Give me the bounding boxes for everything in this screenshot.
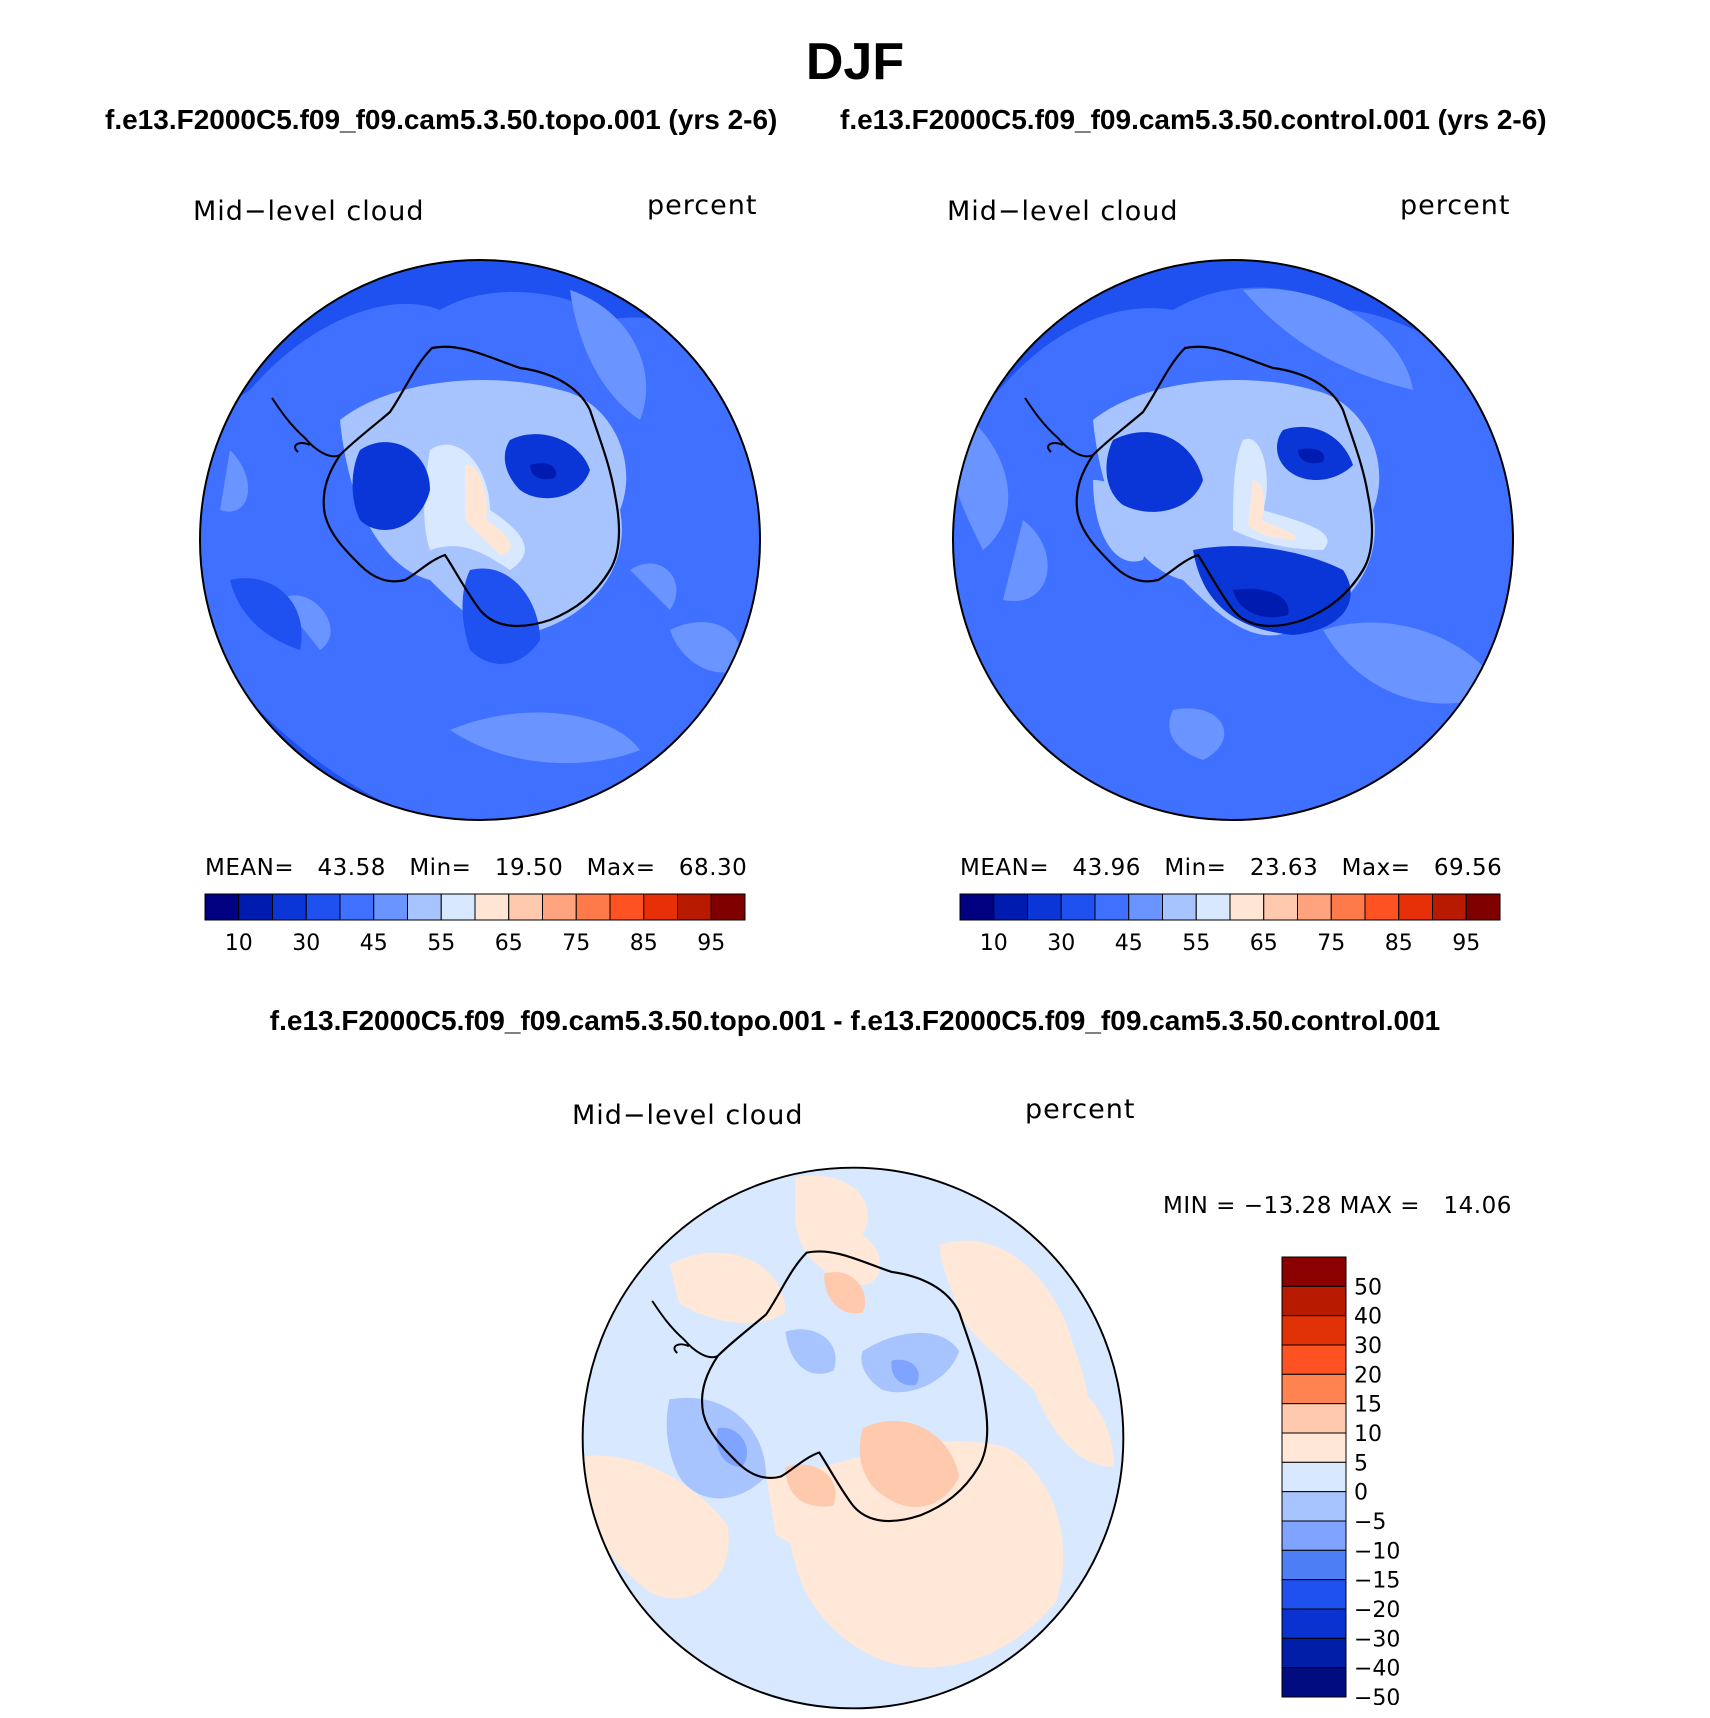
diff-colorbar-box <box>1281 1491 1347 1522</box>
diff-colorbar-box <box>1281 1315 1347 1346</box>
colorbar-box <box>440 893 476 921</box>
diff-polar-map <box>581 1166 1125 1710</box>
diff-colorbar-tick-label: 50 <box>1354 1275 1382 1300</box>
colorbar-box <box>407 893 442 921</box>
panel1-variable-label: Mid−level cloud <box>193 196 425 227</box>
colorbar-box <box>542 893 577 921</box>
panel2-colorbar: 10 30 45 55 65 75 85 95 <box>959 893 1501 956</box>
colorbar-box <box>305 893 341 921</box>
diff-colorbar-box <box>1281 1344 1347 1375</box>
colorbar-box <box>643 893 678 921</box>
colorbar-box <box>1263 893 1298 921</box>
diff-colorbar-box <box>1281 1608 1347 1639</box>
diff-colorbar-box <box>1281 1549 1347 1581</box>
colorbar-tick-label: 65 <box>1250 931 1278 956</box>
colorbar-box <box>1398 893 1433 921</box>
diff-colorbar-tick-label: −20 <box>1354 1598 1400 1623</box>
colorbar-tick-label: 75 <box>1317 931 1345 956</box>
diff-colorbar-tick-label: −15 <box>1354 1569 1400 1594</box>
figure-title: DJF <box>805 33 905 91</box>
colorbar-tick-label: 85 <box>1385 931 1413 956</box>
colorbar-tick-label: 95 <box>1452 931 1480 956</box>
colorbar-box <box>1229 893 1265 921</box>
diff-colorbar-box <box>1281 1461 1347 1493</box>
diff-colorbar-tick-label: −50 <box>1354 1686 1400 1705</box>
colorbar-tick-label: 10 <box>225 931 253 956</box>
diff-colorbar-box <box>1281 1579 1347 1610</box>
diff-minmax: MIN = −13.28 MAX = 14.06 <box>1163 1193 1512 1219</box>
diff-colorbar-box <box>1281 1667 1347 1698</box>
diff-colorbar-box <box>1281 1637 1347 1669</box>
colorbar-box <box>1060 893 1096 921</box>
colorbar-box <box>1128 893 1163 921</box>
colorbar-box <box>1162 893 1197 921</box>
colorbar-tick-label: 65 <box>495 931 523 956</box>
diff-colorbar-box <box>1281 1520 1347 1551</box>
colorbar-box <box>1297 893 1332 921</box>
colorbar-box <box>474 893 510 921</box>
diff-colorbar-tick-label: 40 <box>1354 1305 1382 1330</box>
diff-colorbar-box <box>1281 1403 1347 1434</box>
diff-colorbar-tick-label: 30 <box>1354 1334 1382 1359</box>
diff-variable-label: Mid−level cloud <box>572 1100 804 1131</box>
panel1-polar-map <box>199 259 761 821</box>
colorbar-tick-label: 30 <box>1047 931 1075 956</box>
colorbar-box <box>238 893 273 921</box>
panel1-colorbar: 10 30 45 55 65 75 85 95 <box>204 893 746 956</box>
colorbar-box <box>710 893 746 921</box>
colorbar-box <box>1432 893 1467 921</box>
diff-colorbar-box <box>1281 1285 1347 1317</box>
colorbar-box <box>204 893 240 921</box>
panel1-case-title: f.e13.F2000C5.f09_f09.cam5.3.50.topo.001… <box>105 104 778 135</box>
colorbar-box <box>272 893 307 921</box>
panel2-case-title: f.e13.F2000C5.f09_f09.cam5.3.50.control.… <box>840 104 1547 135</box>
colorbar-tick-label: 30 <box>292 931 320 956</box>
colorbar-box <box>1195 893 1231 921</box>
diff-colorbar-tick-label: 0 <box>1354 1481 1368 1506</box>
colorbar-tick-label: 45 <box>360 931 388 956</box>
panel2-stats: MEAN= 43.96 Min= 23.63 Max= 69.56 <box>960 855 1503 881</box>
diff-colorbar-tick-label: 15 <box>1354 1393 1382 1418</box>
colorbar-tick-label: 95 <box>697 931 725 956</box>
colorbar-box <box>993 893 1028 921</box>
colorbar-tick-label: 55 <box>427 931 455 956</box>
colorbar-box <box>1364 893 1400 921</box>
panel2-units-label: percent <box>1400 190 1511 221</box>
panel2-polar-map <box>952 259 1514 821</box>
diff-colorbar-tick-label: −10 <box>1354 1539 1400 1564</box>
diff-colorbar-box <box>1281 1256 1347 1287</box>
colorbar-box <box>373 893 408 921</box>
colorbar-tick-label: 85 <box>630 931 658 956</box>
colorbar-box <box>1027 893 1062 921</box>
colorbar-box <box>575 893 611 921</box>
colorbar-tick-label: 45 <box>1115 931 1143 956</box>
colorbar-box <box>339 893 375 921</box>
panel1-units-label: percent <box>647 190 758 221</box>
diff-units-label: percent <box>1025 1094 1136 1125</box>
colorbar-box <box>959 893 995 921</box>
diff-colorbar-tick-label: 20 <box>1354 1363 1382 1388</box>
diff-colorbar-tick-label: −30 <box>1354 1627 1400 1652</box>
colorbar-box <box>1465 893 1501 921</box>
diff-colorbar-tick-label: 5 <box>1354 1451 1368 1476</box>
diff-colorbar-tick-label: 10 <box>1354 1422 1382 1447</box>
diff-colorbar-tick-label: −40 <box>1354 1657 1400 1682</box>
colorbar-box <box>609 893 645 921</box>
diff-colorbar-box <box>1281 1432 1347 1463</box>
colorbar-box <box>1330 893 1366 921</box>
diff-colorbar-tick-label: −5 <box>1354 1510 1386 1535</box>
colorbar-tick-label: 10 <box>980 931 1008 956</box>
panel2-variable-label: Mid−level cloud <box>947 196 1179 227</box>
colorbar-tick-label: 55 <box>1182 931 1210 956</box>
diff-title: f.e13.F2000C5.f09_f09.cam5.3.50.topo.001… <box>269 1005 1441 1036</box>
colorbar-box <box>1094 893 1130 921</box>
colorbar-tick-label: 75 <box>562 931 590 956</box>
colorbar-box <box>677 893 712 921</box>
panel1-stats: MEAN= 43.58 Min= 19.50 Max= 68.30 <box>205 855 748 881</box>
colorbar-box <box>508 893 543 921</box>
diff-colorbar-box <box>1281 1373 1347 1405</box>
